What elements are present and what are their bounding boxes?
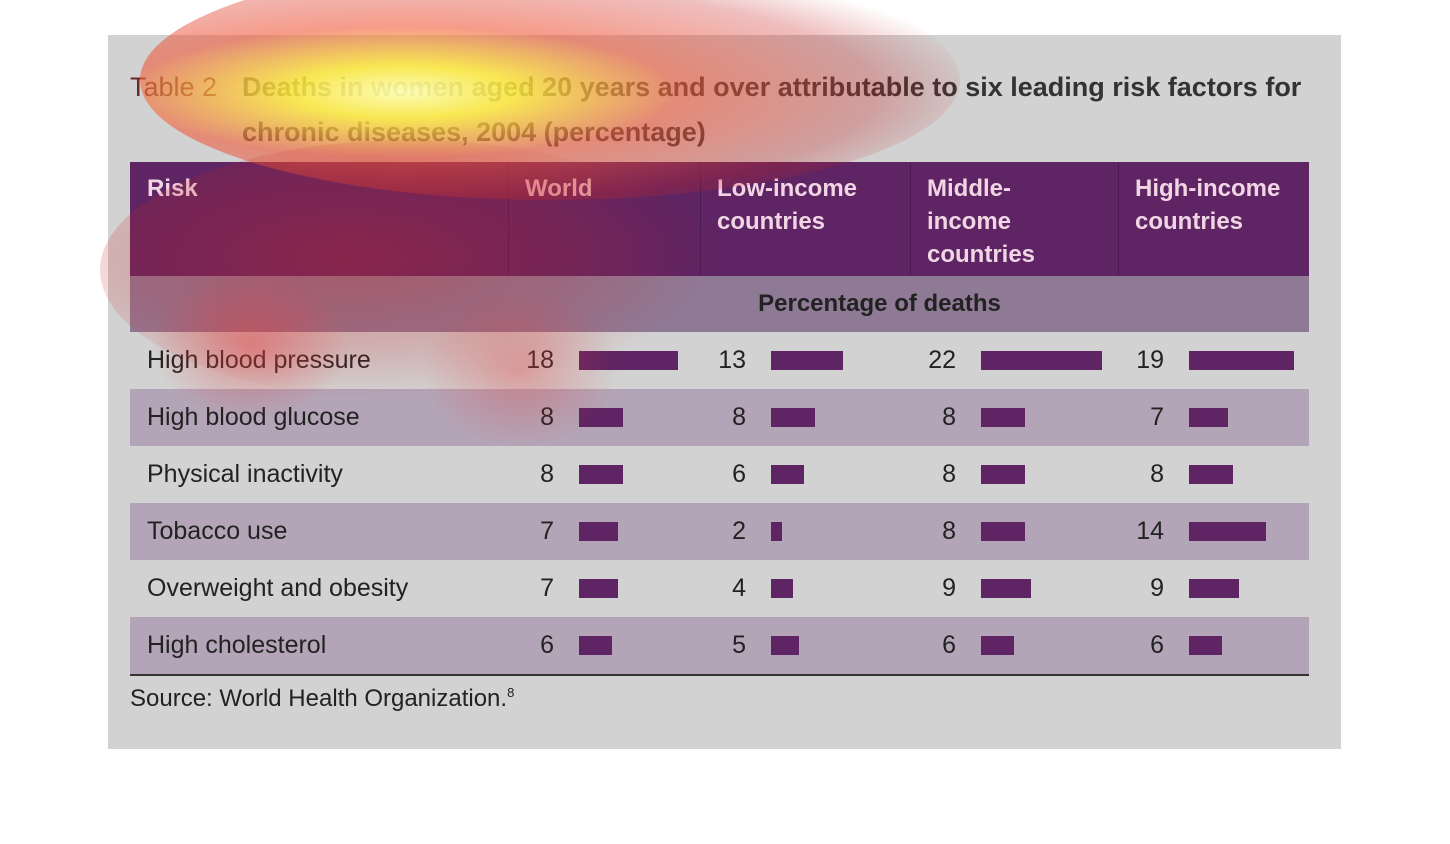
- column-header: Middle-income countries: [927, 175, 1036, 268]
- value-text: 5: [732, 631, 746, 659]
- risk-label: Overweight and obesity: [147, 574, 409, 602]
- risk-label: High blood glucose: [147, 403, 360, 431]
- value-text: 6: [1150, 631, 1164, 659]
- table-label: Table 2: [130, 72, 218, 102]
- column-header: Risk: [147, 175, 198, 202]
- column-separator: [508, 162, 509, 276]
- header-row: Risk World Low-income countries Middle-inco…: [130, 162, 1309, 276]
- value-bar: [771, 408, 815, 427]
- data-row: High cholesterol 6 5 6 6: [130, 617, 1309, 674]
- value-text: 7: [540, 517, 554, 545]
- column-header: High-income countries: [1135, 175, 1281, 235]
- value-bar: [981, 579, 1031, 598]
- value-text: 7: [540, 574, 554, 602]
- value-text: 9: [1150, 574, 1164, 602]
- column-header: World: [525, 175, 593, 202]
- value-text: 2: [732, 517, 746, 545]
- value-text: 6: [540, 631, 554, 659]
- value-text: 8: [732, 403, 746, 431]
- value-text: 13: [718, 346, 746, 374]
- risk-label: Tobacco use: [147, 517, 288, 545]
- value-text: 19: [1136, 346, 1164, 374]
- value-bar: [771, 636, 799, 655]
- value-text: 8: [942, 403, 956, 431]
- value-text: 7: [1150, 403, 1164, 431]
- value-bar: [579, 522, 618, 541]
- column-separator: [910, 162, 911, 276]
- table: Risk World Low-income countries Middle-inco…: [130, 162, 1309, 676]
- value-bar: [771, 351, 843, 370]
- table-panel: Table 2 Deaths in women aged 20 years an…: [108, 35, 1341, 749]
- data-row: Tobacco use 7 2 8 14: [130, 503, 1309, 560]
- value-bar: [981, 465, 1025, 484]
- table-title: Table 2 Deaths in women aged 20 years an…: [130, 65, 1310, 155]
- data-row: High blood pressure 18 13 22 19: [130, 332, 1309, 389]
- value-text: 6: [942, 631, 956, 659]
- value-text: 9: [942, 574, 956, 602]
- value-bar: [771, 465, 804, 484]
- source-text: Source: World Health Organization.: [130, 685, 508, 712]
- value-bar: [981, 408, 1025, 427]
- value-bar: [579, 408, 623, 427]
- value-bar: [579, 465, 623, 484]
- source-ref: 8: [507, 685, 515, 700]
- value-text: 8: [540, 403, 554, 431]
- title-text: Deaths in women aged 20 years and over a…: [242, 72, 1302, 147]
- data-row: Overweight and obesity 7 4 9 9: [130, 560, 1309, 617]
- risk-label: Physical inactivity: [147, 460, 343, 488]
- value-bar: [981, 522, 1025, 541]
- column-separator: [700, 162, 701, 276]
- value-bar: [579, 351, 678, 370]
- value-bar: [771, 522, 782, 541]
- value-bar: [1189, 351, 1294, 370]
- data-row: Physical inactivity 8 6 8 8: [130, 446, 1309, 503]
- value-bar: [771, 579, 793, 598]
- value-bar: [579, 579, 618, 598]
- risk-label: High blood pressure: [147, 346, 371, 374]
- value-text: 8: [942, 517, 956, 545]
- value-bar: [1189, 522, 1266, 541]
- risk-label: High cholesterol: [147, 631, 327, 659]
- value-text: 14: [1136, 517, 1164, 545]
- value-text: 18: [526, 346, 554, 374]
- value-bar: [1189, 408, 1228, 427]
- value-bar: [981, 351, 1102, 370]
- source: Source: World Health Organization.8: [130, 685, 514, 713]
- rows: High blood pressure 18 13 22 19 High blood gl…: [130, 332, 1309, 674]
- value-bar: [1189, 465, 1233, 484]
- value-bar: [579, 636, 612, 655]
- value-bar: [981, 636, 1014, 655]
- value-text: 8: [1150, 460, 1164, 488]
- column-header: Low-income countries: [717, 175, 858, 235]
- bottom-rule: [130, 674, 1309, 676]
- value-text: 6: [732, 460, 746, 488]
- value-text: 8: [942, 460, 956, 488]
- value-text: 8: [540, 460, 554, 488]
- value-bar: [1189, 579, 1239, 598]
- value-text: 4: [732, 574, 746, 602]
- unit-row: Percentage of deaths: [130, 276, 1309, 332]
- data-row: High blood glucose 8 8 8 7: [130, 389, 1309, 446]
- value-text: 22: [928, 346, 956, 374]
- value-bar: [1189, 636, 1222, 655]
- column-separator: [1118, 162, 1119, 276]
